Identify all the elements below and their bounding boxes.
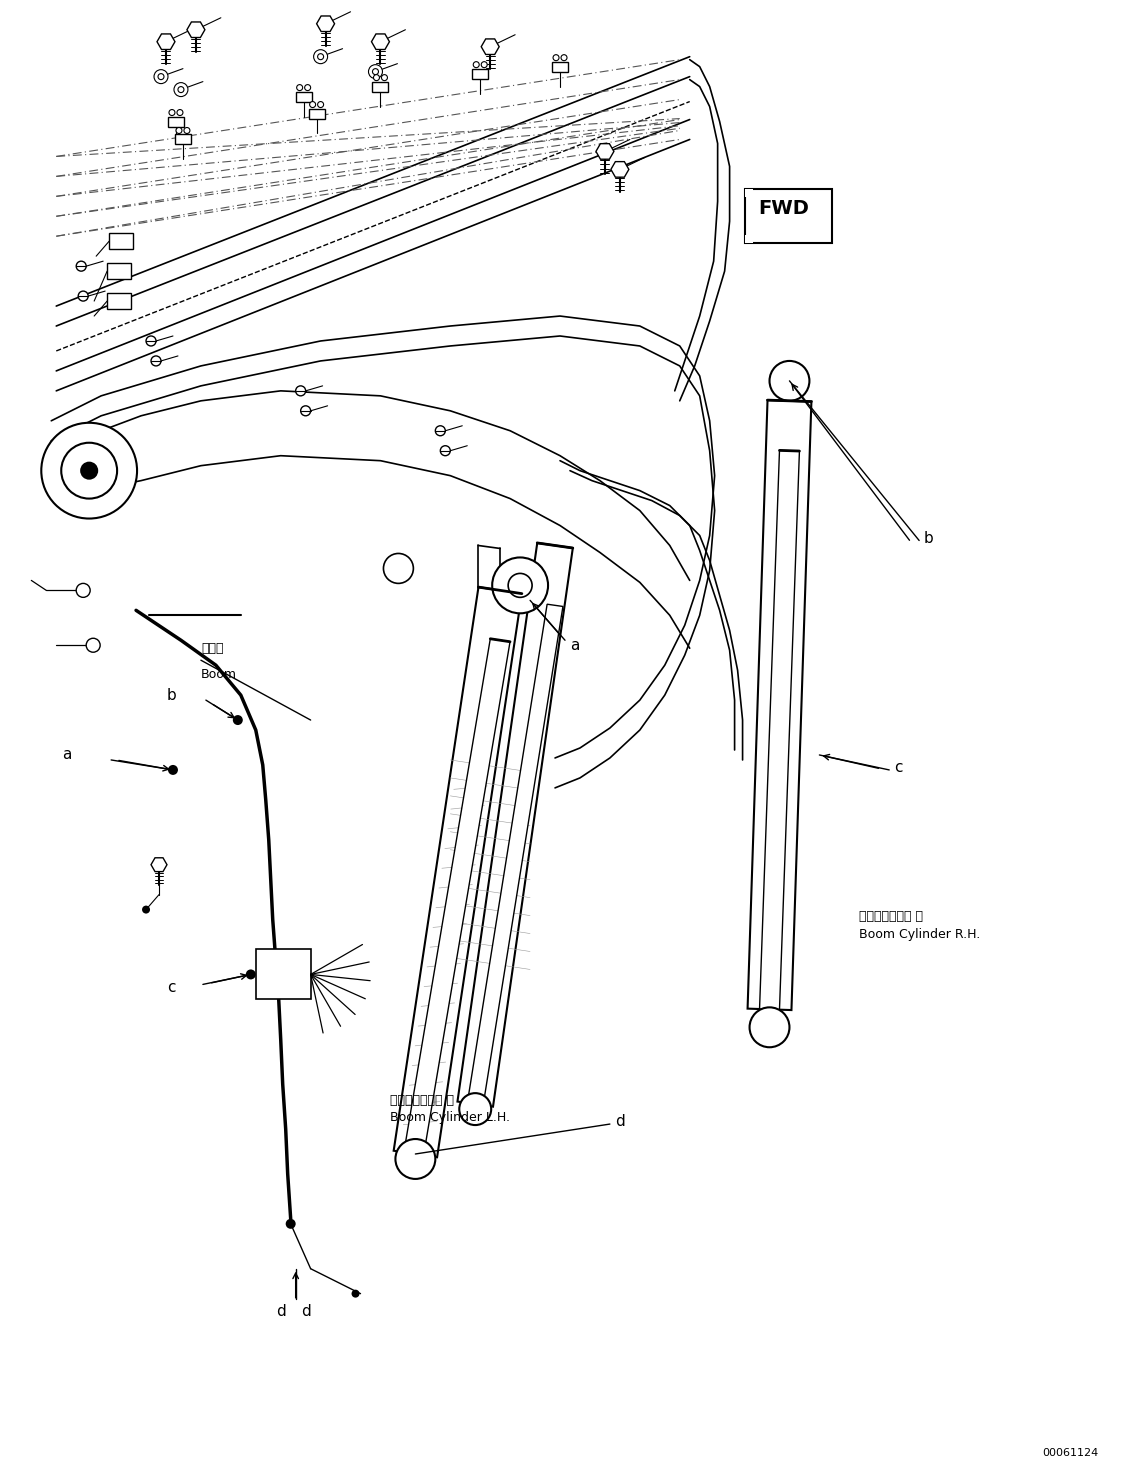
Text: d: d (615, 1114, 624, 1129)
Circle shape (374, 74, 379, 80)
Circle shape (62, 443, 117, 498)
Circle shape (369, 65, 383, 79)
Text: b: b (923, 531, 933, 546)
Circle shape (384, 553, 413, 583)
Circle shape (76, 583, 90, 598)
Polygon shape (467, 604, 563, 1105)
Circle shape (372, 68, 378, 74)
Circle shape (142, 906, 150, 914)
Bar (256, 949, 311, 1000)
Text: ブーム: ブーム (200, 642, 223, 655)
Text: FWD: FWD (759, 199, 810, 218)
Text: c: c (167, 980, 175, 995)
Bar (109, 233, 133, 249)
Polygon shape (611, 162, 629, 176)
Circle shape (246, 970, 256, 979)
Circle shape (79, 291, 88, 301)
Circle shape (154, 70, 167, 83)
Circle shape (313, 50, 328, 64)
Circle shape (167, 765, 178, 776)
Circle shape (481, 62, 487, 68)
Circle shape (177, 110, 183, 116)
Circle shape (318, 53, 323, 59)
Circle shape (310, 101, 316, 108)
Text: Boom: Boom (200, 669, 237, 681)
Text: a: a (62, 747, 72, 762)
Circle shape (318, 101, 323, 108)
Circle shape (76, 261, 87, 271)
Text: d: d (301, 1304, 311, 1318)
Circle shape (301, 406, 311, 415)
Bar (309, 108, 325, 119)
Circle shape (286, 1219, 296, 1229)
Circle shape (87, 638, 100, 653)
Bar (745, 236, 753, 243)
Polygon shape (481, 39, 499, 55)
Circle shape (508, 574, 532, 598)
Circle shape (382, 74, 387, 80)
Bar (107, 262, 131, 279)
Polygon shape (187, 22, 205, 37)
Bar (745, 190, 833, 243)
Polygon shape (317, 16, 335, 31)
Polygon shape (157, 34, 175, 49)
Bar (552, 62, 568, 71)
Polygon shape (747, 400, 811, 1010)
Circle shape (554, 55, 559, 61)
Polygon shape (371, 34, 390, 49)
Circle shape (492, 558, 548, 614)
Circle shape (562, 55, 567, 61)
Bar (175, 135, 191, 144)
Circle shape (304, 85, 311, 90)
Circle shape (296, 85, 303, 90)
Circle shape (459, 1093, 491, 1126)
Circle shape (296, 386, 305, 396)
Text: a: a (570, 638, 580, 653)
Circle shape (174, 83, 188, 96)
Circle shape (146, 337, 156, 346)
Circle shape (158, 74, 164, 80)
Circle shape (169, 110, 175, 116)
Circle shape (41, 423, 137, 519)
Circle shape (749, 1007, 789, 1047)
Text: d: d (276, 1304, 286, 1318)
Circle shape (435, 426, 445, 436)
Circle shape (151, 356, 161, 366)
Circle shape (175, 128, 182, 133)
Circle shape (232, 715, 243, 725)
Text: 00061124: 00061124 (1042, 1449, 1099, 1458)
Text: Boom Cylinder L.H.: Boom Cylinder L.H. (391, 1111, 510, 1124)
Polygon shape (760, 451, 800, 1010)
Circle shape (81, 463, 97, 479)
Text: b: b (166, 688, 175, 703)
Text: ブームシリンダ 右: ブームシリンダ 右 (859, 909, 924, 922)
Polygon shape (596, 144, 614, 159)
Circle shape (178, 86, 183, 92)
Bar (107, 294, 131, 308)
Bar (167, 117, 183, 126)
Polygon shape (458, 543, 573, 1106)
Circle shape (473, 62, 480, 68)
Circle shape (395, 1139, 435, 1179)
Circle shape (183, 128, 190, 133)
Bar (473, 68, 489, 79)
Bar (372, 82, 388, 92)
Polygon shape (151, 857, 167, 872)
Text: c: c (894, 761, 903, 776)
Circle shape (352, 1290, 360, 1298)
Polygon shape (405, 639, 510, 1145)
Text: Boom Cylinder R.H.: Boom Cylinder R.H. (859, 927, 981, 940)
Text: ブームシリンダ 左: ブームシリンダ 左 (391, 1094, 454, 1108)
Circle shape (770, 360, 810, 400)
Circle shape (441, 446, 450, 455)
Bar (296, 92, 312, 101)
Polygon shape (394, 587, 522, 1157)
Bar (745, 190, 753, 197)
